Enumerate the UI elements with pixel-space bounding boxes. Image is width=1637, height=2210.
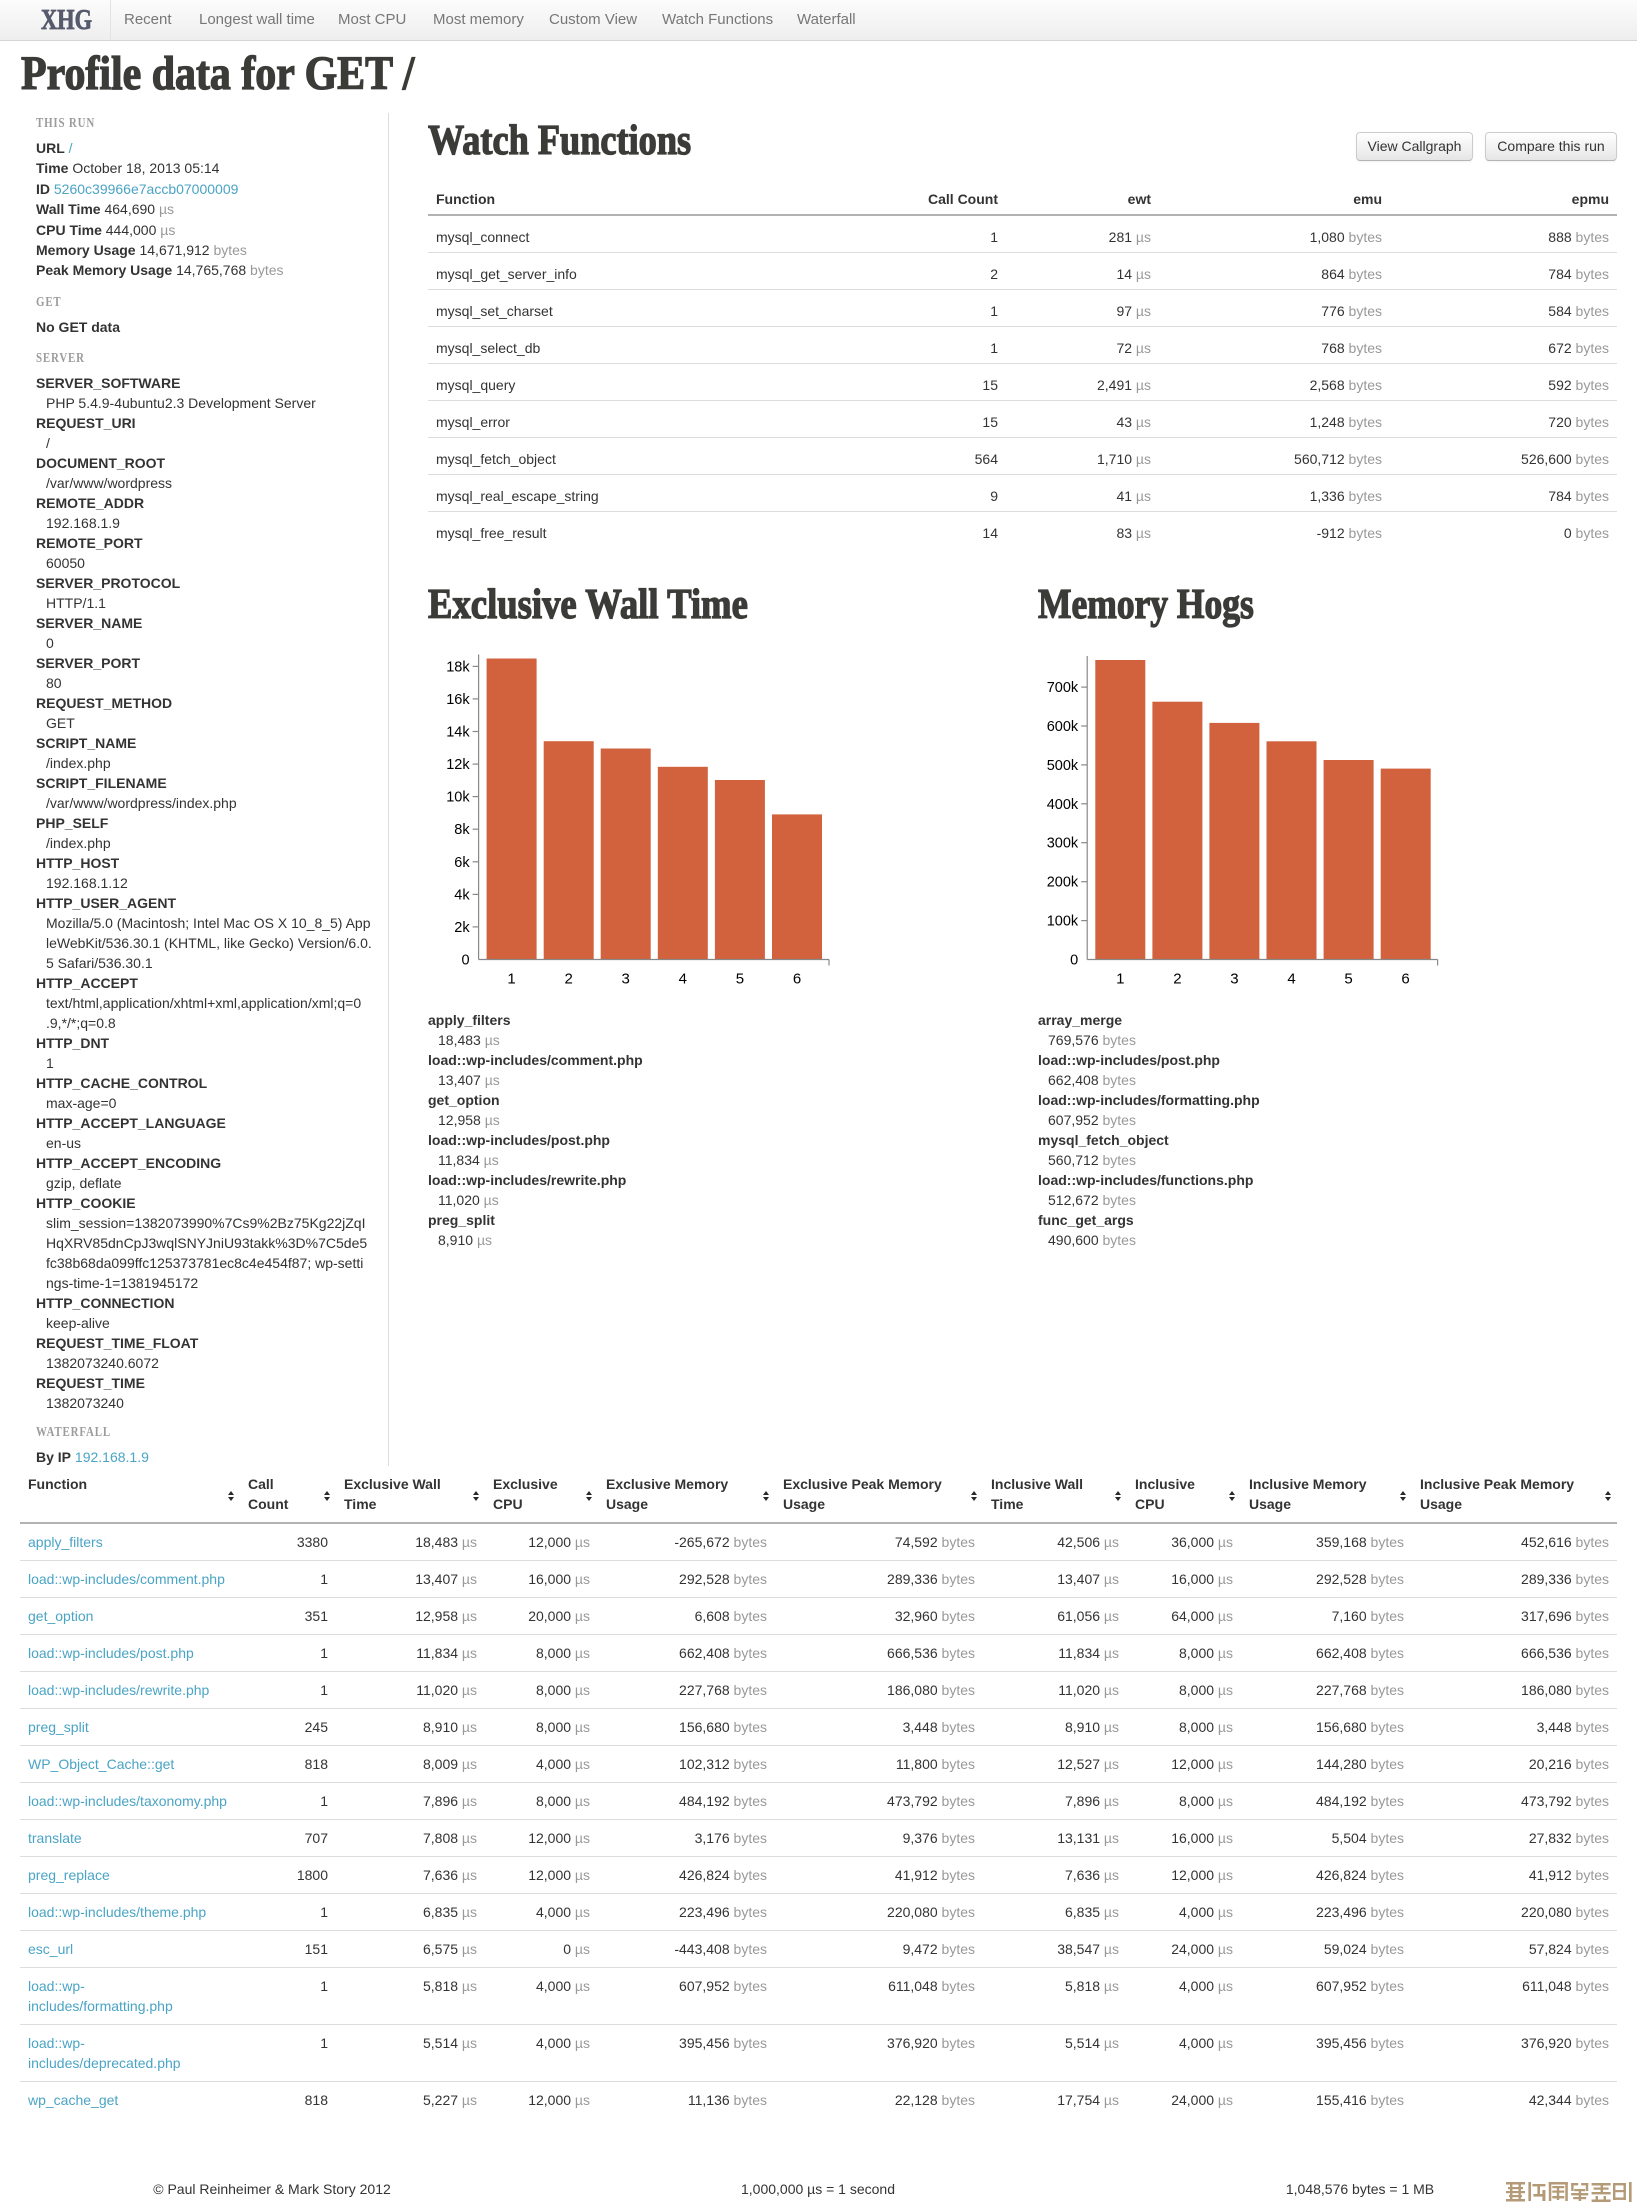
svg-text:600k: 600k <box>1047 719 1079 735</box>
svg-text:0: 0 <box>462 953 470 969</box>
svg-text:0: 0 <box>1070 953 1078 969</box>
svg-text:200k: 200k <box>1047 875 1079 891</box>
svg-text:400k: 400k <box>1047 797 1079 813</box>
svg-text:18k: 18k <box>446 659 470 675</box>
svg-text:1: 1 <box>1116 971 1124 988</box>
svg-text:1: 1 <box>507 971 515 988</box>
svg-text:3: 3 <box>622 971 630 988</box>
svg-text:10k: 10k <box>446 790 470 806</box>
svg-text:12k: 12k <box>446 757 470 773</box>
svg-text:6: 6 <box>1401 971 1409 988</box>
svg-text:2k: 2k <box>454 920 470 936</box>
svg-text:4k: 4k <box>454 887 470 903</box>
svg-text:3: 3 <box>1230 971 1238 988</box>
svg-text:14k: 14k <box>446 725 470 741</box>
svg-text:500k: 500k <box>1047 758 1079 774</box>
svg-text:6: 6 <box>793 971 801 988</box>
svg-text:100k: 100k <box>1047 914 1079 930</box>
svg-text:16k: 16k <box>446 692 470 708</box>
svg-text:2: 2 <box>1173 971 1181 988</box>
svg-text:700k: 700k <box>1047 680 1079 696</box>
svg-text:4: 4 <box>1287 971 1295 988</box>
svg-text:2: 2 <box>565 971 573 988</box>
svg-text:300k: 300k <box>1047 836 1079 852</box>
svg-text:8k: 8k <box>454 822 470 838</box>
svg-text:6k: 6k <box>454 855 470 871</box>
svg-text:5: 5 <box>736 971 744 988</box>
svg-text:5: 5 <box>1344 971 1352 988</box>
svg-text:4: 4 <box>679 971 687 988</box>
